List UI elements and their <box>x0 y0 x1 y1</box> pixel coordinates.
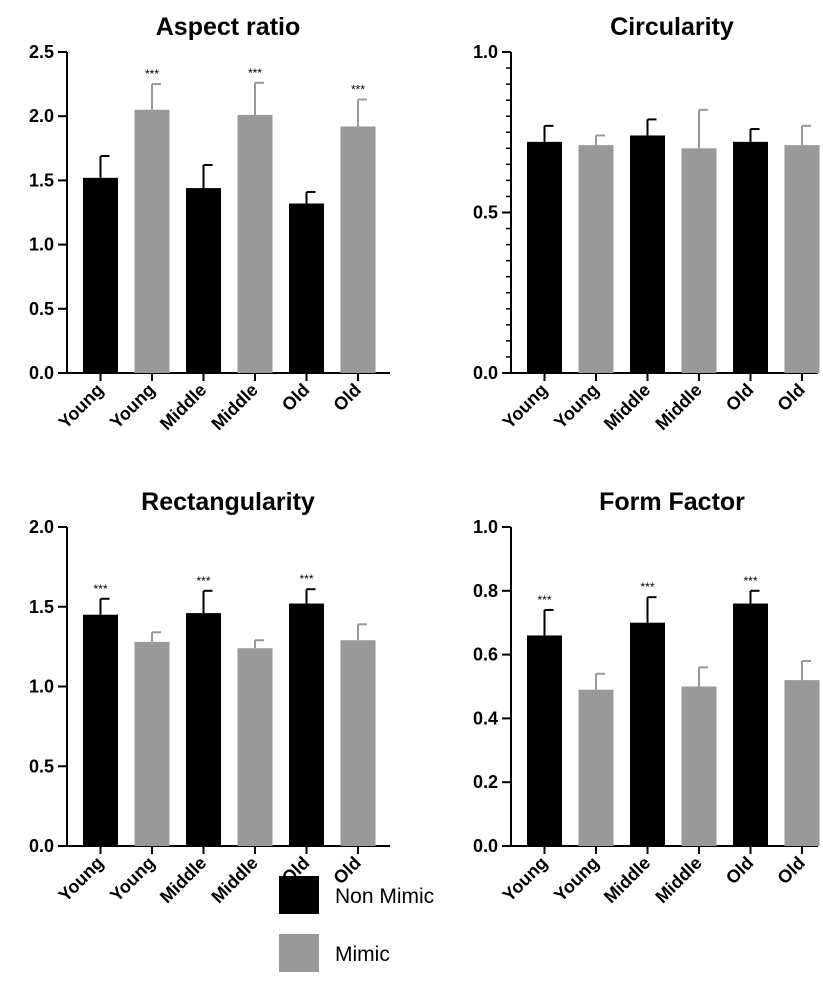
y-tick-label: 0.0 <box>29 836 54 856</box>
x-tick-label: Old <box>722 853 757 888</box>
bar-old-mimic <box>784 145 820 373</box>
bar-young-non-mimic <box>527 635 562 846</box>
y-tick-label: 0.0 <box>29 363 54 383</box>
bar-young-mimic <box>578 145 614 373</box>
y-tick-label: 0.8 <box>473 581 498 601</box>
y-tick-label: 0.5 <box>473 203 498 223</box>
chart-title: Rectangularity <box>141 488 315 516</box>
y-tick-label: 2.0 <box>29 106 54 126</box>
y-tick-label: 0.5 <box>29 756 54 776</box>
bar-old-non-mimic <box>289 603 324 846</box>
x-tick-label: Young <box>106 853 159 906</box>
y-tick-label: 0.2 <box>473 772 498 792</box>
bar-young-mimic <box>134 109 170 373</box>
bar-middle-non-mimic <box>186 188 221 373</box>
x-tick-label: Middle <box>600 380 654 434</box>
y-tick-label: 0.4 <box>473 708 498 728</box>
bar-middle-non-mimic <box>630 622 665 846</box>
bar-old-non-mimic <box>733 603 768 846</box>
bar-young-non-mimic <box>83 177 118 373</box>
x-tick-label: Young <box>499 853 552 906</box>
bar-young-mimic <box>578 689 614 846</box>
x-tick-label: Middle <box>207 380 261 434</box>
bar-middle-mimic <box>237 114 273 373</box>
y-tick-label: 1.0 <box>29 677 54 697</box>
y-tick-label: 1.0 <box>473 42 498 62</box>
legend-label-mimic: Mimic <box>335 943 390 966</box>
bar-old-non-mimic <box>289 203 324 373</box>
x-tick-label: Middle <box>156 380 210 434</box>
y-tick-label: 2.0 <box>29 517 54 537</box>
x-tick-label: Young <box>55 380 108 433</box>
significance-marker: *** <box>145 67 159 81</box>
x-tick-label: Middle <box>651 380 705 434</box>
bar-old-mimic <box>784 680 820 846</box>
y-tick-label: 0.0 <box>473 363 498 383</box>
chart-panel-2: Circularity0.00.51.0YoungYoungMiddleMidd… <box>473 13 820 434</box>
x-tick-label: Middle <box>600 853 654 907</box>
significance-marker: *** <box>351 83 365 97</box>
chart-panel-4: Form Factor 0.0 0.2 0.4 0.6 0.8 1.0 *** YoungYou… <box>473 488 820 907</box>
bar-middle-non-mimic <box>630 135 665 373</box>
y-tick-label: 2.5 <box>29 42 54 62</box>
y-tick-label: 1.5 <box>29 170 54 190</box>
x-tick-label: Middle <box>207 853 261 907</box>
x-tick-label: Old <box>278 380 313 415</box>
x-tick-label: Young <box>106 380 159 433</box>
legend-swatch-mimic <box>279 934 319 972</box>
bar-young-non-mimic <box>527 141 562 373</box>
legend-label-non-mimic: Non Mimic <box>335 885 434 908</box>
bar-middle-mimic <box>237 648 273 846</box>
x-tick-label: Old <box>329 853 364 888</box>
y-tick-label: 1.0 <box>473 517 498 537</box>
significance-marker: *** <box>248 66 262 80</box>
bar-old-mimic <box>340 126 376 373</box>
bar-middle-mimic <box>681 686 717 846</box>
x-tick-label: Middle <box>156 853 210 907</box>
x-tick-label: Old <box>722 380 757 415</box>
x-tick-label: Young <box>499 380 552 433</box>
y-tick-label: 0.5 <box>29 299 54 319</box>
significance-marker: *** <box>743 574 757 588</box>
bar-old-non-mimic <box>733 141 768 373</box>
significance-marker: *** <box>93 582 107 596</box>
chart-title: Circularity <box>610 13 734 41</box>
chart-title: Aspect ratio <box>156 13 300 41</box>
x-tick-label: Old <box>329 380 364 415</box>
x-tick-label: Middle <box>651 853 705 907</box>
x-tick-label: Old <box>773 380 808 415</box>
y-tick-label: 0.6 <box>473 645 498 665</box>
x-tick-label: Young <box>550 853 603 906</box>
y-tick-label: 0.0 <box>473 836 498 856</box>
significance-marker: *** <box>537 593 551 607</box>
chart-title: Form Factor <box>599 488 745 516</box>
chart-panels: Aspect ratio 0.0 0.5 1.0 1.5 2.0 2.5 Young *** Yo… <box>29 13 820 907</box>
bar-young-mimic <box>134 641 170 846</box>
legend-swatch-non-mimic <box>279 876 319 914</box>
bar-old-mimic <box>340 640 376 846</box>
significance-marker: *** <box>196 574 210 588</box>
x-tick-label: Young <box>550 380 603 433</box>
bar-young-non-mimic <box>83 614 118 846</box>
chart-panel-1: Aspect ratio 0.0 0.5 1.0 1.5 2.0 2.5 Young *** Yo… <box>29 13 390 434</box>
x-tick-label: Old <box>773 853 808 888</box>
chart-panel-3: Rectangularity 0.0 0.5 1.0 1.5 2.0 *** YoungYou… <box>29 488 390 907</box>
x-tick-label: Young <box>55 853 108 906</box>
y-tick-label: 1.5 <box>29 597 54 617</box>
significance-marker: *** <box>640 580 654 594</box>
bar-middle-non-mimic <box>186 613 221 846</box>
significance-marker: *** <box>299 572 313 586</box>
bar-middle-mimic <box>681 148 717 373</box>
legend: Non Mimic Mimic <box>279 876 434 972</box>
y-tick-label: 1.0 <box>29 235 54 255</box>
